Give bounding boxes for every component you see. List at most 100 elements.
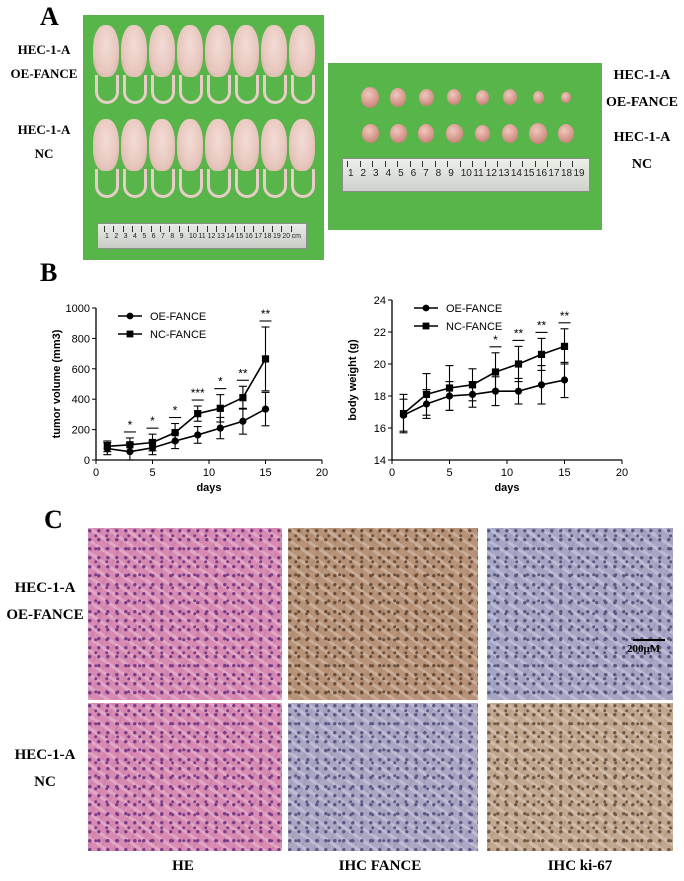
ruler-tick xyxy=(572,161,574,167)
mouse-tail xyxy=(151,169,175,198)
x-tick-label: 20 xyxy=(316,467,328,479)
ruler-number: 9 xyxy=(448,168,454,179)
ruler-tick xyxy=(206,226,208,232)
mouse-tail xyxy=(179,169,203,198)
legend-marker xyxy=(126,312,134,320)
data-point xyxy=(537,350,546,358)
ruler-tick xyxy=(160,226,161,232)
mouse xyxy=(205,119,231,171)
data-point xyxy=(261,355,270,363)
data-point xyxy=(239,394,247,402)
data-point xyxy=(445,384,454,392)
row-nc-label: HEC-1-A NC xyxy=(2,742,88,796)
mouse xyxy=(205,25,231,77)
legend-marker xyxy=(422,304,430,312)
tumor xyxy=(529,123,547,144)
mouse xyxy=(177,119,203,171)
x-tick-label: 15 xyxy=(558,467,570,479)
data-point xyxy=(194,431,202,439)
mouse xyxy=(149,25,175,77)
ruler-number: 1 xyxy=(348,168,354,179)
x-tick-label: 20 xyxy=(616,467,628,479)
ruler-tick xyxy=(216,226,217,232)
ruler-number: 10 xyxy=(460,168,472,179)
tissue-fance-nc xyxy=(288,703,478,851)
tumor-ruler: 1 2 3 4 5 6 7 8 9 10 11 12 13 14 15 16 17 18 19 xyxy=(342,158,590,192)
y-tick-label: 1000 xyxy=(66,303,90,315)
mice-ruler-ticks: 1 2 3 4 5 6 7 8 9 10 11 12 13 14 15 16 17 18 19 20 cm xyxy=(104,226,301,246)
significance-label: ** xyxy=(514,326,524,340)
mouse-tail xyxy=(151,75,175,104)
mouse-tail xyxy=(263,169,287,198)
ruler-number: 2 xyxy=(360,168,367,179)
panel-b-letter: B xyxy=(40,258,58,287)
tumor xyxy=(558,124,574,143)
data-point xyxy=(216,424,224,432)
x-tick-label: 5 xyxy=(446,467,452,479)
significance-label: *** xyxy=(191,386,205,400)
data-point xyxy=(103,442,111,450)
ruler-number: 11 xyxy=(198,233,206,240)
y-tick-label: 16 xyxy=(374,423,386,435)
ruler-tick xyxy=(272,226,273,232)
body-weight-chart: 0 5 10 15 20 14 16 18 20 22 24 days body weight (g) *… xyxy=(347,295,628,494)
ruler-number: 19 xyxy=(573,168,585,179)
legend-marker xyxy=(126,330,134,338)
ruler-tick xyxy=(188,226,189,232)
ruler-tick xyxy=(434,161,436,167)
mouse-tail xyxy=(235,75,259,104)
tumor xyxy=(503,89,517,106)
mouse-tail xyxy=(291,75,315,104)
tissue-ki67-oe: 200μM xyxy=(487,528,673,700)
ruler-number: 14 xyxy=(226,233,235,240)
ruler-number: 5 xyxy=(142,233,147,240)
ruler-tick xyxy=(472,161,474,167)
row-oe-label-line1: HEC-1-A xyxy=(14,580,76,596)
tumor xyxy=(390,88,406,107)
mice-oe-label: HEC-1-A OE-FANCE xyxy=(8,38,80,86)
ruler-number: 10 xyxy=(189,233,197,240)
ruler-number: 12 xyxy=(207,233,216,240)
data-point xyxy=(171,429,179,437)
ruler-number: 15 xyxy=(235,233,244,240)
ruler-number: 16 xyxy=(245,233,253,240)
mouse xyxy=(121,119,147,171)
legend-label: OE-FANCE xyxy=(150,311,206,323)
mouse xyxy=(149,119,175,171)
y-tick-label: 20 xyxy=(374,359,386,371)
data-point xyxy=(514,387,523,395)
mice-oe-label-line2: OE-FANCE xyxy=(10,66,78,81)
mouse xyxy=(233,25,259,77)
mice-photo: 1 2 3 4 5 6 7 8 9 10 11 12 13 14 15 16 17 18 19 20 cm xyxy=(83,15,324,260)
legend-marker xyxy=(422,322,430,330)
significance-label: * xyxy=(218,375,223,389)
y-axis-title: tumor volume (mm3) xyxy=(51,329,63,438)
data-point xyxy=(560,342,569,350)
ruler-tick xyxy=(397,161,399,167)
ruler-tick xyxy=(372,161,374,167)
scale-bar xyxy=(633,639,665,641)
row-oe-label-line2: OE-FANCE xyxy=(6,607,84,623)
ruler-tick xyxy=(281,226,283,232)
ruler-tick xyxy=(509,161,511,167)
significance-label: ** xyxy=(560,309,570,323)
panel-a-letter: A xyxy=(40,2,59,31)
ruler-tick xyxy=(150,226,152,232)
y-tick-label: 24 xyxy=(374,295,386,307)
data-point xyxy=(491,368,500,376)
column-label-ihc-ki67: IHC ki-67 xyxy=(547,858,613,874)
data-point xyxy=(560,376,569,384)
tumor-nc-label: HEC-1-A NC xyxy=(600,124,684,178)
ruler-number: 19 xyxy=(273,233,281,240)
ruler-tick xyxy=(422,161,424,167)
significance-label: * xyxy=(150,414,155,428)
tumor xyxy=(532,90,544,104)
ruler-tick xyxy=(253,226,255,232)
y-tick-label: 14 xyxy=(374,455,386,467)
data-point xyxy=(537,381,546,389)
ruler-number: 11 xyxy=(473,168,484,179)
legend-label: NC-FANCE xyxy=(150,329,206,341)
mouse-tail xyxy=(235,169,259,198)
mouse-tail xyxy=(179,75,203,104)
ruler-number: 12 xyxy=(485,168,497,179)
